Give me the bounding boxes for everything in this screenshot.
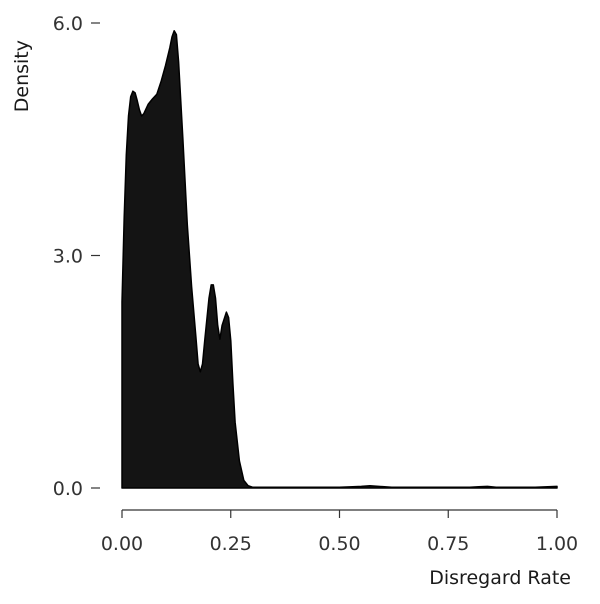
- plot-area: [121, 30, 558, 489]
- x-tick-label: 0.25: [210, 533, 252, 555]
- x-tick-label: 0.75: [427, 533, 469, 555]
- y-tick-label: 0.0: [53, 478, 83, 500]
- y-tick-label: 3.0: [53, 246, 83, 268]
- x-tick-label: 1.00: [536, 533, 578, 555]
- x-tick-label: 0.50: [318, 533, 360, 555]
- x-axis-title: Disregard Rate: [429, 567, 571, 589]
- y-tick-label: 6.0: [53, 13, 83, 35]
- x-tick-label: 0.00: [101, 533, 143, 555]
- y-axis-title: Density: [11, 40, 33, 112]
- density-area: [121, 30, 558, 489]
- axes: 0.00 0.25 0.50 0.75 1.00 0.0 3.0 6.0: [53, 13, 578, 555]
